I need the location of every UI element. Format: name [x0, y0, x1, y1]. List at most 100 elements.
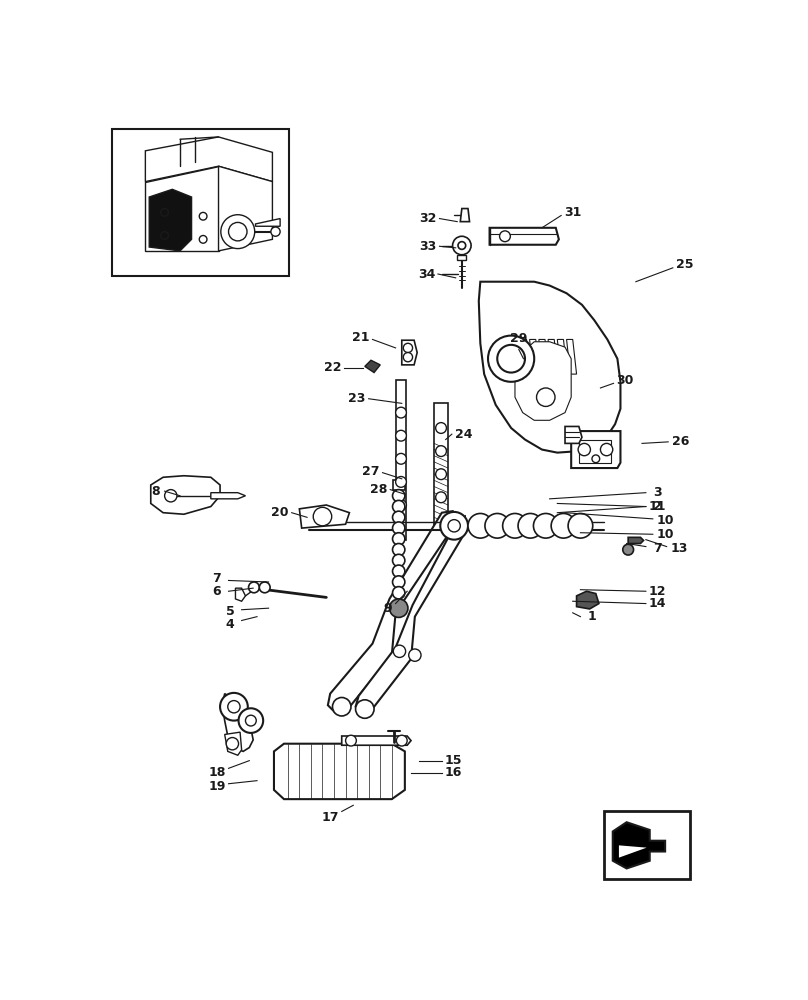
Polygon shape [300, 505, 349, 528]
Text: 4: 4 [225, 618, 234, 631]
Circle shape [403, 343, 413, 353]
Polygon shape [612, 822, 665, 868]
Circle shape [393, 490, 405, 502]
Circle shape [396, 500, 406, 510]
Text: 26: 26 [671, 435, 689, 448]
Circle shape [165, 490, 177, 502]
Polygon shape [577, 591, 599, 609]
Polygon shape [211, 493, 246, 499]
Text: 19: 19 [208, 780, 225, 793]
Circle shape [393, 565, 405, 577]
Text: 23: 23 [348, 392, 366, 405]
Circle shape [393, 544, 405, 556]
Text: 6: 6 [213, 585, 221, 598]
Polygon shape [565, 426, 582, 443]
Text: 8: 8 [151, 485, 160, 498]
Circle shape [249, 582, 259, 593]
Text: 16: 16 [444, 766, 462, 779]
Text: 34: 34 [418, 267, 435, 280]
Polygon shape [149, 189, 191, 251]
Circle shape [393, 533, 405, 545]
Circle shape [314, 507, 332, 526]
Polygon shape [328, 511, 452, 713]
Polygon shape [529, 339, 540, 374]
Circle shape [246, 715, 256, 726]
Polygon shape [579, 440, 611, 463]
Text: 3: 3 [653, 486, 662, 499]
Circle shape [488, 336, 534, 382]
Text: 12: 12 [649, 585, 666, 598]
Polygon shape [402, 340, 417, 365]
Text: 20: 20 [271, 506, 289, 519]
Text: 5: 5 [225, 605, 234, 618]
Text: 32: 32 [419, 212, 436, 225]
Circle shape [436, 446, 447, 456]
Circle shape [226, 738, 238, 750]
Polygon shape [520, 339, 530, 374]
Circle shape [458, 242, 465, 249]
Text: 13: 13 [671, 542, 688, 555]
Polygon shape [218, 166, 272, 251]
Circle shape [396, 453, 406, 464]
Circle shape [221, 215, 255, 249]
Polygon shape [434, 403, 448, 537]
Circle shape [356, 700, 374, 718]
Polygon shape [356, 517, 465, 714]
Polygon shape [222, 694, 253, 751]
Text: 11: 11 [649, 500, 666, 513]
Circle shape [403, 353, 413, 362]
Circle shape [440, 512, 468, 540]
Circle shape [436, 423, 447, 433]
Polygon shape [255, 219, 280, 226]
Circle shape [436, 492, 447, 503]
Circle shape [551, 513, 576, 538]
Circle shape [568, 513, 593, 538]
Circle shape [393, 511, 405, 523]
Circle shape [393, 554, 405, 567]
Polygon shape [548, 339, 558, 374]
Text: 29: 29 [510, 332, 528, 345]
Polygon shape [274, 744, 405, 799]
Text: 21: 21 [352, 331, 370, 344]
Polygon shape [145, 137, 272, 182]
Circle shape [238, 708, 263, 733]
Circle shape [485, 513, 510, 538]
Polygon shape [511, 339, 521, 374]
Polygon shape [539, 339, 549, 374]
Circle shape [393, 645, 406, 657]
Text: 7: 7 [653, 542, 662, 555]
Circle shape [468, 513, 493, 538]
Text: 17: 17 [322, 811, 339, 824]
Text: 33: 33 [419, 240, 436, 253]
Bar [112, 129, 289, 276]
Circle shape [389, 599, 408, 617]
Circle shape [393, 500, 405, 513]
Text: 2: 2 [653, 500, 662, 513]
Text: 22: 22 [324, 361, 341, 374]
Circle shape [228, 701, 240, 713]
Polygon shape [628, 537, 643, 544]
Circle shape [448, 520, 461, 532]
Text: 31: 31 [564, 206, 582, 219]
Text: 24: 24 [455, 428, 472, 441]
Polygon shape [342, 736, 411, 745]
Circle shape [259, 582, 270, 593]
Polygon shape [393, 480, 405, 490]
Text: 14: 14 [649, 597, 666, 610]
Polygon shape [571, 431, 621, 468]
Circle shape [623, 544, 633, 555]
Circle shape [397, 735, 407, 746]
Circle shape [436, 469, 447, 480]
Circle shape [396, 477, 406, 487]
Circle shape [396, 407, 406, 418]
Polygon shape [235, 588, 246, 601]
Circle shape [533, 513, 558, 538]
Circle shape [396, 430, 406, 441]
Circle shape [497, 345, 525, 373]
Polygon shape [619, 845, 646, 858]
Circle shape [592, 455, 600, 463]
Text: 30: 30 [617, 374, 633, 387]
Circle shape [499, 231, 511, 242]
Text: 25: 25 [676, 258, 694, 271]
Circle shape [393, 522, 405, 534]
